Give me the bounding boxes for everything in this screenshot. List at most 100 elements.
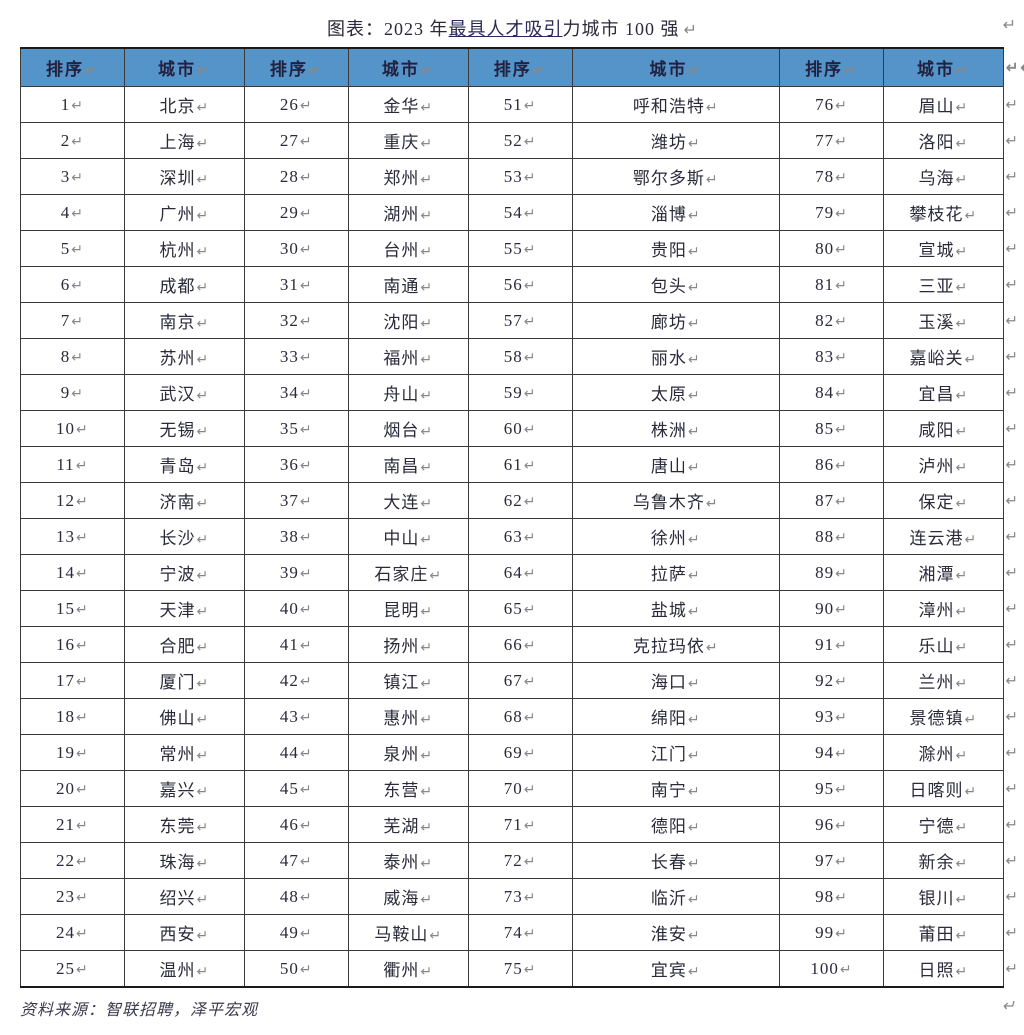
paragraph-mark-icon: ↵ xyxy=(420,640,433,657)
city-cell: 舟山↵ xyxy=(348,375,468,411)
city-cell: 扬州↵ xyxy=(348,627,468,663)
paragraph-mark-icon: ↵ xyxy=(76,530,89,547)
paragraph-mark-icon: ↵ xyxy=(420,460,433,477)
paragraph-mark-icon: ↵ xyxy=(956,244,969,261)
table-header-cell: 城市↵ xyxy=(572,48,780,87)
cell-value: 4 xyxy=(61,203,71,223)
cell-value: 12 xyxy=(56,491,75,511)
cell-value: 94 xyxy=(815,743,834,763)
paragraph-mark-icon: ↵ xyxy=(300,170,313,187)
paragraph-mark-icon: ↵ xyxy=(420,352,433,369)
rank-cell: 19↵ xyxy=(21,735,125,771)
city-cell: 福州↵ xyxy=(348,339,468,375)
city-cell: 咸阳↵↵ xyxy=(883,411,1003,447)
table-row: 15↵天津↵40↵昆明↵65↵盐城↵90↵漳州↵↵ xyxy=(21,591,1004,627)
paragraph-mark-icon: ↵ xyxy=(196,172,209,189)
paragraph-mark-icon: ↵ xyxy=(196,280,209,297)
paragraph-mark-icon: ↵ xyxy=(76,890,89,907)
rank-cell: 46↵ xyxy=(244,807,348,843)
rank-cell: 61↵ xyxy=(468,447,572,483)
row-end-mark-icon: ↵ xyxy=(1005,923,1019,942)
cell-value: 郑州 xyxy=(383,164,419,189)
cell-value: 23 xyxy=(56,887,75,907)
cell-value: 镇江 xyxy=(383,668,419,693)
cell-value: 64 xyxy=(504,563,523,583)
paragraph-mark-icon: ↵ xyxy=(76,422,89,439)
rank-cell: 1↵ xyxy=(21,87,125,123)
city-cell: 广州↵ xyxy=(124,195,244,231)
table-row: 7↵南京↵32↵沈阳↵57↵廊坊↵82↵玉溪↵↵ xyxy=(21,303,1004,339)
table-header-cell: 城市↵ xyxy=(124,48,244,87)
header-label: 城市 xyxy=(158,55,196,80)
rank-cell: 21↵ xyxy=(21,807,125,843)
cell-value: 39 xyxy=(280,563,299,583)
cell-value: 拉萨 xyxy=(651,560,687,585)
cell-value: 盐城 xyxy=(651,596,687,621)
header-label: 城市 xyxy=(382,55,420,80)
paragraph-mark-icon: ↵ xyxy=(76,674,89,691)
rank-cell: 43↵ xyxy=(244,699,348,735)
paragraph-mark-icon: ↵ xyxy=(688,136,701,153)
paragraph-mark-icon: ↵ xyxy=(524,458,537,475)
row-end-mark-icon: ↵ xyxy=(1005,887,1019,906)
city-cell: 南昌↵ xyxy=(348,447,468,483)
row-end-mark-icon: ↵ xyxy=(1005,851,1019,870)
table-row: 25↵温州↵50↵衢州↵75↵宜宾↵100↵日照↵↵ xyxy=(21,951,1004,988)
city-cell: 宣城↵↵ xyxy=(883,231,1003,267)
cell-value: 31 xyxy=(280,275,299,295)
city-cell: 滁州↵↵ xyxy=(883,735,1003,771)
paragraph-mark-icon: ↵ xyxy=(524,818,537,835)
cell-value: 惠州 xyxy=(383,704,419,729)
table-row: 13↵长沙↵38↵中山↵63↵徐州↵88↵连云港↵↵ xyxy=(21,519,1004,555)
city-cell: 日喀则↵↵ xyxy=(883,771,1003,807)
cell-value: 海口 xyxy=(651,668,687,693)
cell-value: 嘉峪关 xyxy=(910,344,964,369)
city-cell: 太原↵ xyxy=(572,375,780,411)
cell-value: 湘潭 xyxy=(919,560,955,585)
paragraph-mark-icon: ↵ xyxy=(835,386,848,403)
cell-value: 32 xyxy=(280,311,299,331)
cell-value: 武汉 xyxy=(159,380,195,405)
city-cell: 南京↵ xyxy=(124,303,244,339)
rank-cell: 84↵ xyxy=(780,375,884,411)
cell-value: 15 xyxy=(56,599,75,619)
row-end-mark-icon: ↵ xyxy=(1005,599,1019,618)
cell-value: 大连 xyxy=(383,488,419,513)
paragraph-mark-icon: ↵ xyxy=(835,98,848,115)
row-end-mark-icon: ↵ xyxy=(1005,635,1019,654)
cell-value: 贵阳 xyxy=(651,236,687,261)
rank-cell: 80↵ xyxy=(780,231,884,267)
city-cell: 上海↵ xyxy=(124,123,244,159)
table-row: 6↵成都↵31↵南通↵56↵包头↵81↵三亚↵↵ xyxy=(21,267,1004,303)
cell-value: 56 xyxy=(504,275,523,295)
cell-value: 衢州 xyxy=(383,956,419,981)
cell-value: 53 xyxy=(504,167,523,187)
table-row: 22↵珠海↵47↵泰州↵72↵长春↵97↵新余↵↵ xyxy=(21,843,1004,879)
paragraph-mark-icon: ↵ xyxy=(835,602,848,619)
rank-cell: 25↵ xyxy=(21,951,125,988)
rank-cell: 26↵ xyxy=(244,87,348,123)
title-underlined: 最具人才吸引 xyxy=(449,19,563,39)
row-end-mark-icon: ↵ xyxy=(1005,167,1019,186)
cell-value: 太原 xyxy=(651,380,687,405)
rank-cell: 49↵ xyxy=(244,915,348,951)
rank-cell: 34↵ xyxy=(244,375,348,411)
table-row: 3↵深圳↵28↵郑州↵53↵鄂尔多斯↵78↵乌海↵↵ xyxy=(21,159,1004,195)
cell-value: 1 xyxy=(61,95,71,115)
cell-value: 石家庄 xyxy=(374,560,428,585)
paragraph-mark-icon: ↵ xyxy=(300,926,313,943)
row-end-mark-icon: ↵ xyxy=(1005,959,1019,978)
paragraph-mark-icon: ↵ xyxy=(688,280,701,297)
cell-value: 景德镇 xyxy=(910,704,964,729)
city-cell: 日照↵↵ xyxy=(883,951,1003,988)
paragraph-mark-icon: ↵ xyxy=(300,278,313,295)
table-row: 24↵西安↵49↵马鞍山↵74↵淮安↵99↵莆田↵↵ xyxy=(21,915,1004,951)
paragraph-mark-icon: ↵ xyxy=(956,172,969,189)
paragraph-mark-icon: ↵ xyxy=(524,710,537,727)
paragraph-mark-icon: ↵ xyxy=(196,856,209,873)
city-cell: 惠州↵ xyxy=(348,699,468,735)
paragraph-mark-icon: ↵ xyxy=(524,350,537,367)
paragraph-mark-icon: ↵ xyxy=(835,278,848,295)
table-row: 9↵武汉↵34↵舟山↵59↵太原↵84↵宜昌↵↵ xyxy=(21,375,1004,411)
city-cell: 拉萨↵ xyxy=(572,555,780,591)
